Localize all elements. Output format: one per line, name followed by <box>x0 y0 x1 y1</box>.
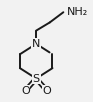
Text: NH₂: NH₂ <box>67 7 88 17</box>
Text: O: O <box>21 86 30 96</box>
Text: O: O <box>43 86 51 96</box>
Text: S: S <box>33 74 40 84</box>
Text: N: N <box>32 39 40 49</box>
